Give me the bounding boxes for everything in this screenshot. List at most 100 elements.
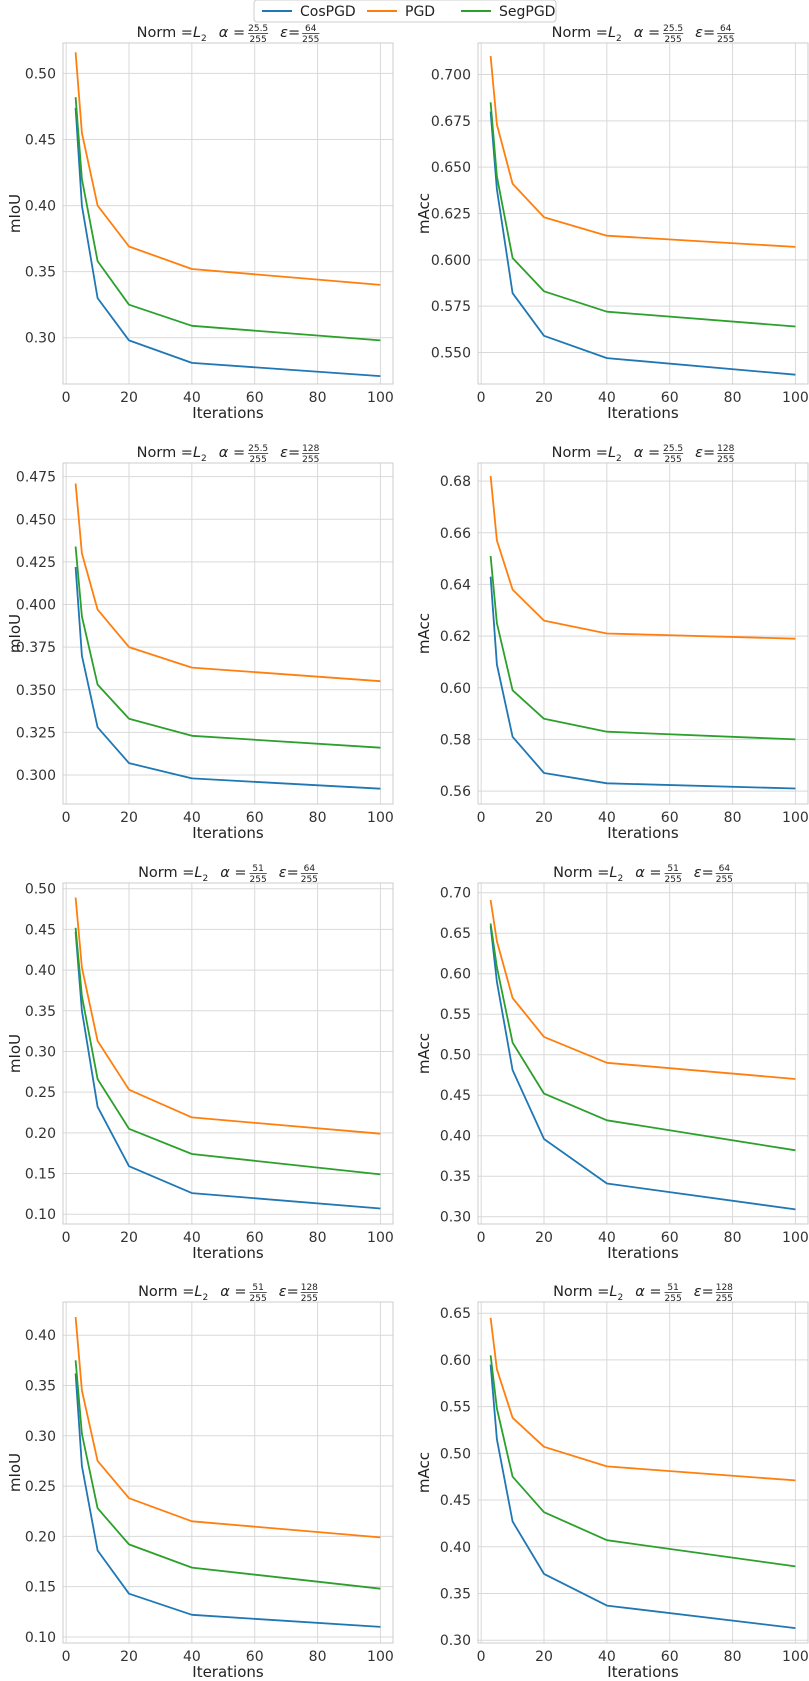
plot-frame: [477, 882, 809, 1225]
title-epsilon-denominator: 255: [717, 455, 734, 465]
series-line-cospgd: [489, 111, 796, 376]
title-epsilon-denominator: 255: [302, 455, 319, 465]
title-epsilon-numerator: 64: [305, 24, 317, 34]
series-line-pgd: [74, 52, 381, 286]
x-tick-label: 100: [367, 1230, 394, 1246]
title-norm-prefix: Norm =: [553, 865, 609, 881]
series-line-pgd: [489, 55, 796, 248]
title-norm-symbol: L: [608, 445, 616, 461]
chart-panel-3: 0 20 40 60 80 100 0.300 0.325 0.350 0.375 0.400 0.4…: [6, 444, 394, 842]
title-epsilon-denominator: 255: [301, 875, 318, 885]
x-tick-label: 20: [535, 1649, 553, 1665]
y-tick-label: 0.30: [25, 331, 56, 347]
y-axis-label: mAcc: [415, 1033, 433, 1074]
y-tick-label: 0.35: [440, 1586, 471, 1602]
y-tick-label: 0.550: [431, 345, 471, 361]
x-tick-label: 100: [367, 390, 394, 406]
x-tick-label: 40: [598, 810, 616, 826]
series-line-cospgd: [74, 107, 381, 377]
title-epsilon-numerator: 128: [301, 1283, 318, 1293]
title-norm-subscript: 2: [201, 34, 207, 44]
y-tick-label: 0.25: [25, 1479, 56, 1495]
x-tick-label: 0: [62, 1649, 71, 1665]
chart-panel-1: 0 20 40 60 80 100 0.30 0.35 0.40 0.45 0.50 Iteratio…: [6, 24, 394, 422]
series-line-pgd: [74, 483, 381, 683]
y-tick-label: 0.425: [16, 555, 56, 571]
series-line-pgd: [489, 1317, 796, 1482]
x-tick-label: 0: [477, 390, 486, 406]
title-alpha-symbol: α =: [220, 1284, 246, 1300]
x-tick-label: 60: [661, 1230, 679, 1246]
title-epsilon-numerator: 128: [717, 444, 734, 454]
y-axis-label: mAcc: [415, 193, 433, 234]
series-line-segpgd: [489, 555, 796, 741]
x-tick-label: 0: [62, 810, 71, 826]
x-tick-label: 0: [477, 810, 486, 826]
title-norm-symbol: L: [194, 865, 202, 881]
y-tick-label: 0.10: [25, 1207, 56, 1223]
title-alpha-symbol: α =: [634, 25, 660, 41]
title-alpha-denominator: 255: [250, 35, 267, 45]
x-tick-label: 40: [183, 810, 201, 826]
x-tick-label: 80: [724, 1230, 742, 1246]
y-tick-label: 0.45: [440, 1493, 471, 1509]
panels: 0 20 40 60 80 1000.300.350.400.450.50Iteratio…: [6, 24, 809, 1681]
series-line-pgd: [74, 1317, 381, 1539]
title-alpha-numerator: 51: [252, 864, 263, 874]
y-tick-label: 0.56: [440, 784, 471, 800]
legend-label-cospgd: CosPGD: [300, 4, 356, 20]
series-line-cospgd: [74, 1373, 381, 1628]
x-tick-label: 0: [62, 1230, 71, 1246]
legend-label-segpgd: SegPGD: [499, 4, 555, 20]
x-tick-label: 80: [309, 390, 327, 406]
title-epsilon-denominator: 255: [716, 875, 733, 885]
title-epsilon-numerator: 64: [719, 864, 731, 874]
chart-panel-2: 0 20 40 60 80 100 0.550 0.575 0.600 0.625 0.650 0.6…: [415, 24, 809, 422]
title-norm-subscript: 2: [617, 1293, 623, 1303]
y-tick-label: 0.40: [440, 1540, 471, 1556]
title-norm-prefix: Norm =: [552, 445, 608, 461]
x-tick-label: 100: [782, 390, 809, 406]
plot-frame: [62, 1301, 394, 1644]
x-tick-label: 100: [367, 1649, 394, 1665]
title-alpha-symbol: α =: [635, 865, 661, 881]
y-tick-label: 0.45: [440, 1088, 471, 1104]
series-line-segpgd: [74, 546, 381, 749]
legend-label-pgd: PGD: [405, 4, 435, 20]
x-tick-label: 40: [183, 1649, 201, 1665]
title-alpha-denominator: 255: [665, 1294, 682, 1304]
y-tick-label: 0.25: [25, 1085, 56, 1101]
title-norm-symbol: L: [608, 25, 616, 41]
x-tick-label: 40: [598, 1649, 616, 1665]
title-alpha-symbol: α =: [635, 1284, 661, 1300]
x-tick-label: 60: [246, 1649, 264, 1665]
title-alpha-numerator: 51: [667, 864, 678, 874]
y-tick-label: 0.50: [25, 66, 56, 82]
y-tick-label: 0.62: [440, 629, 471, 645]
title-alpha-symbol: α =: [219, 445, 245, 461]
y-tick-label: 0.40: [25, 963, 56, 979]
x-tick-label: 20: [535, 390, 553, 406]
chart-panel-6: 0 20 40 60 80 100 0.30 0.35 0.40 0.45 0.50 0.55 0.60…: [415, 864, 809, 1262]
y-tick-label: 0.50: [440, 1048, 471, 1064]
y-axis-label: mAcc: [415, 613, 433, 654]
title-alpha-symbol: α =: [634, 445, 660, 461]
title-alpha-denominator: 255: [665, 35, 682, 45]
title-epsilon-denominator: 255: [716, 1294, 733, 1304]
x-tick-label: 60: [661, 390, 679, 406]
y-tick-label: 0.64: [440, 577, 471, 593]
x-tick-label: 60: [246, 810, 264, 826]
series-line-cospgd: [489, 576, 796, 790]
title-alpha-denominator: 255: [250, 455, 267, 465]
title-epsilon-symbol: ε=: [280, 445, 300, 461]
series-line-segpgd: [489, 923, 796, 1152]
x-tick-label: 0: [477, 1649, 486, 1665]
x-tick-label: 40: [598, 390, 616, 406]
series-line-segpgd: [489, 1355, 796, 1568]
y-axis-label: mIoU: [6, 194, 24, 233]
y-tick-label: 0.15: [25, 1167, 56, 1183]
